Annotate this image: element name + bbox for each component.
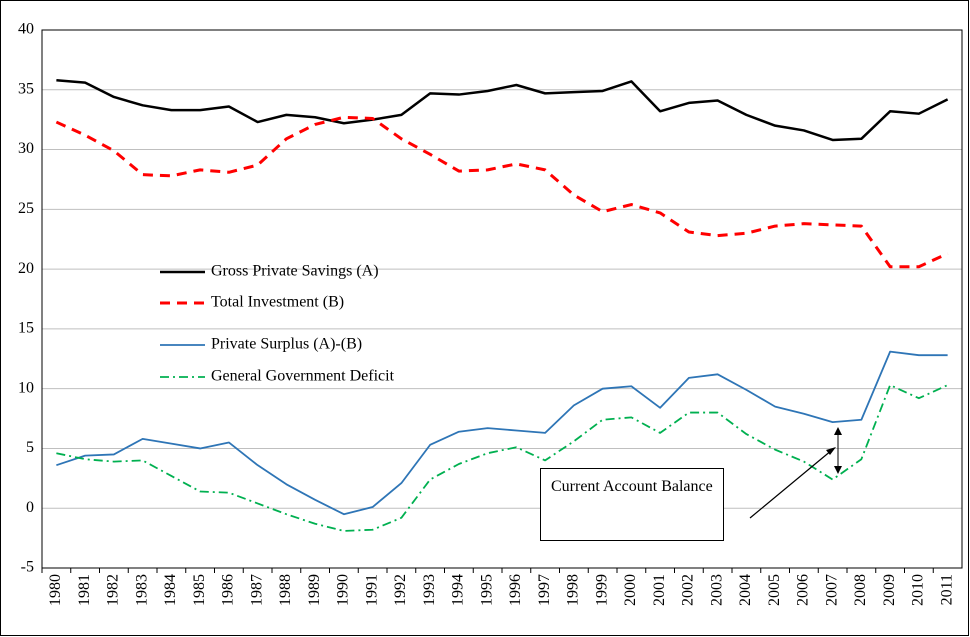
x-tick-label: 1984 (162, 574, 179, 606)
series-line (56, 78, 949, 142)
series-line (56, 350, 948, 516)
x-tick-label: 2009 (881, 574, 898, 606)
y-tick-label: 30 (18, 140, 34, 157)
x-tick-label: 1985 (191, 574, 208, 606)
x-tick-label: 1989 (306, 574, 323, 606)
annotation-box: Current Account Balance (540, 468, 724, 541)
x-tick-label: 1995 (478, 574, 495, 606)
legend-label: Total Investment (B) (211, 294, 344, 311)
y-tick-label: 0 (26, 499, 34, 516)
y-tick-label: 5 (26, 439, 34, 456)
series-line (56, 384, 948, 532)
legend-label: Gross Private Savings (A) (211, 263, 379, 280)
x-tick-label: 2005 (766, 574, 783, 606)
x-tick-label: 2000 (622, 574, 639, 606)
y-tick-label: 35 (18, 80, 34, 97)
annotation-arrow (749, 449, 833, 519)
legend-label: General Government Deficit (211, 368, 395, 385)
x-tick-label: 1994 (450, 574, 467, 606)
x-tick-label: 1997 (536, 574, 553, 606)
y-tick-label: 25 (18, 200, 34, 217)
x-tick-label: 2006 (795, 574, 812, 606)
x-tick-label: 1988 (277, 574, 294, 606)
legend-label: Private Surplus (A)-(B) (211, 336, 362, 353)
y-tick-label: 20 (18, 260, 34, 277)
x-tick-label: 1990 (335, 574, 352, 606)
annotation: Current Account Balance (540, 468, 724, 541)
x-tick-label: 1992 (392, 574, 409, 606)
x-tick-label: 1996 (507, 574, 524, 606)
x-tick-label: 1993 (421, 574, 438, 606)
x-tick-label: 1991 (363, 574, 380, 606)
x-tick-label: 2007 (823, 574, 840, 606)
arrow-head (834, 427, 842, 435)
x-tick-label: 2003 (708, 574, 725, 606)
x-tick-label: 2002 (680, 574, 697, 606)
x-tick-label: 2004 (737, 574, 754, 606)
y-tick-label: 40 (18, 21, 34, 38)
x-tick-label: 1999 (593, 574, 610, 606)
x-tick-label: 2008 (852, 574, 869, 606)
x-tick-label: 1987 (248, 574, 265, 606)
x-tick-label: 1986 (220, 574, 237, 606)
x-tick-label: 1998 (565, 574, 582, 606)
arrow-head (834, 466, 842, 474)
x-tick-label: 1982 (105, 574, 122, 606)
x-tick-label: 2001 (651, 574, 668, 606)
y-tick-label: 10 (18, 379, 34, 396)
x-tick-label: 1983 (133, 574, 150, 606)
x-tick-label: 2010 (910, 574, 927, 606)
y-tick-label: 15 (18, 320, 34, 337)
arrow-head (826, 447, 836, 455)
series-line (55, 115, 949, 269)
x-tick-label: 1981 (76, 574, 93, 606)
y-tick-label: -5 (21, 559, 34, 576)
x-tick-label: 1980 (47, 574, 64, 606)
x-tick-label: 2011 (938, 574, 955, 605)
